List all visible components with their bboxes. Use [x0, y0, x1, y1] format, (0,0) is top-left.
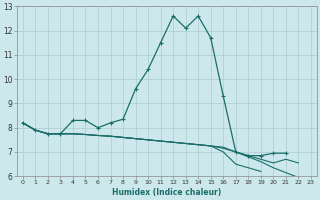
X-axis label: Humidex (Indice chaleur): Humidex (Indice chaleur) — [112, 188, 221, 197]
